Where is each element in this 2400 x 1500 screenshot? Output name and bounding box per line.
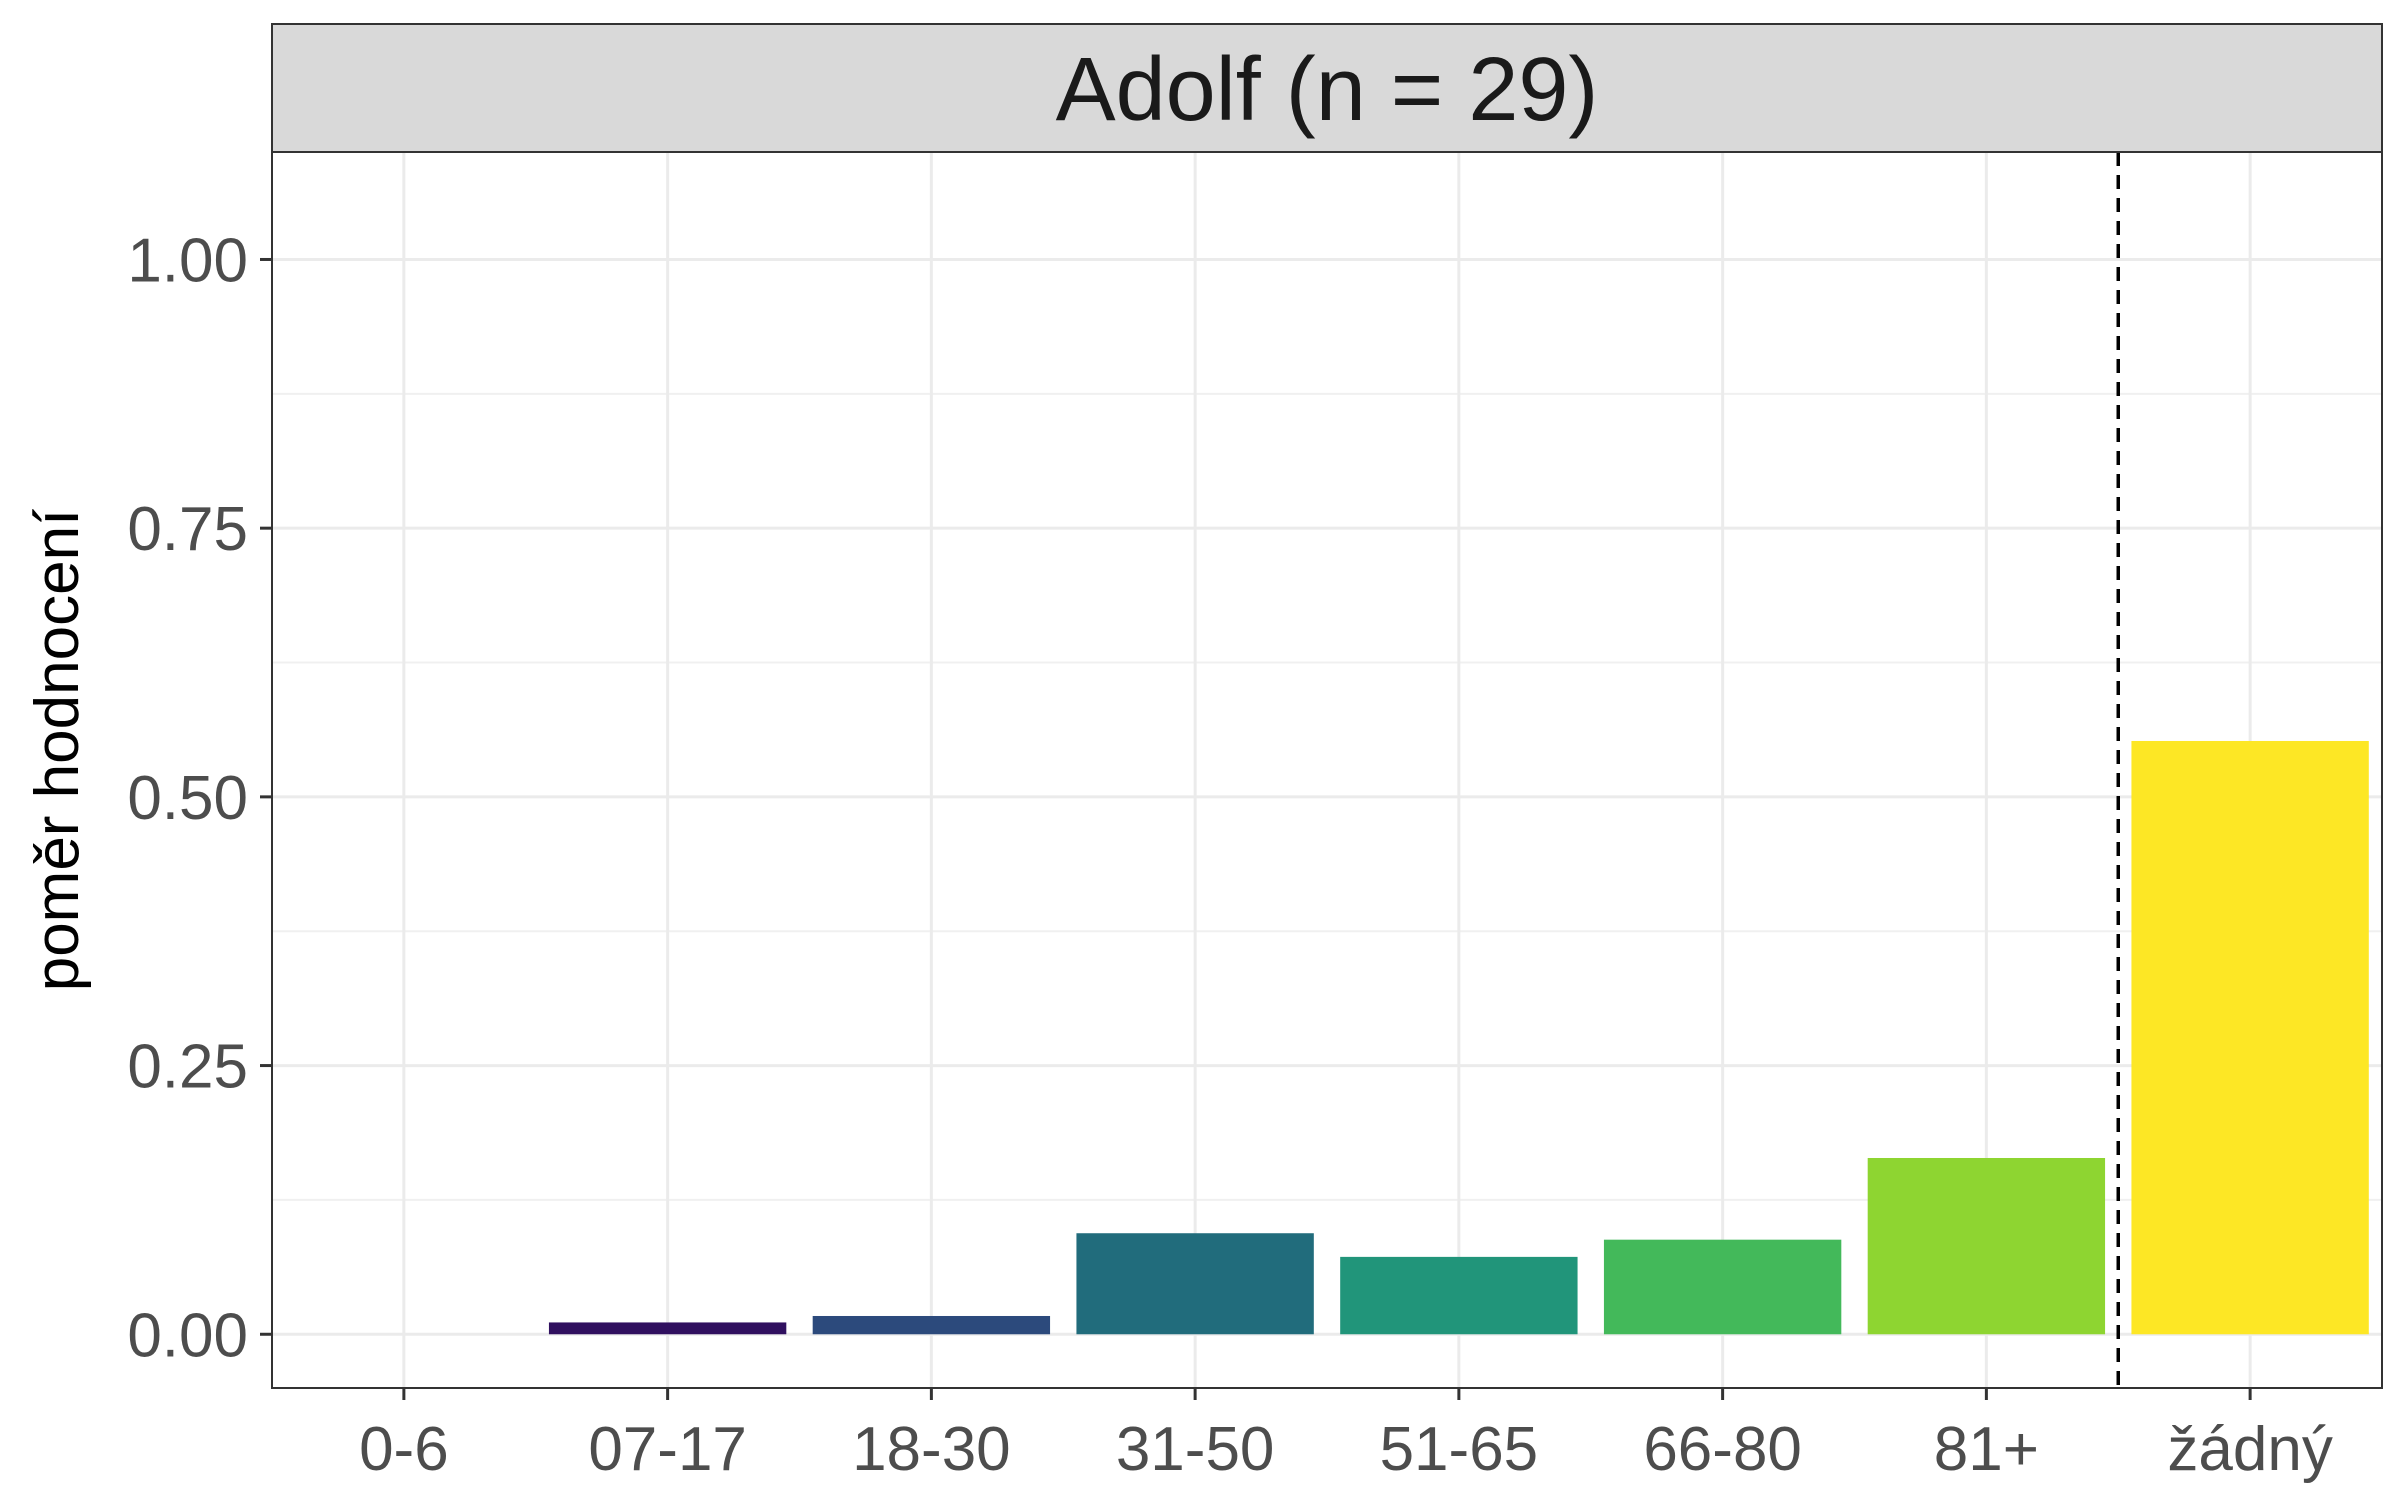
bar-81+ xyxy=(1867,1157,2106,1335)
facet-strip xyxy=(271,23,2383,153)
y-axis: 0.00 0.25 0.50 0.75 1.00 xyxy=(127,226,272,1370)
x-tick-label: žádný xyxy=(2167,1415,2332,1484)
y-tick-label: 1.00 xyxy=(127,226,248,295)
y-tick-label: 0.50 xyxy=(127,764,248,833)
bar-31-50 xyxy=(1076,1233,1314,1335)
bar-51-65 xyxy=(1340,1256,1578,1335)
x-tick-label: 31-50 xyxy=(1116,1415,1275,1484)
y-axis-title: poměr hodnocení xyxy=(23,509,92,992)
y-tick-label: 0.75 xyxy=(127,495,248,564)
bars xyxy=(548,740,2369,1335)
x-tick-label: 0-6 xyxy=(359,1415,449,1484)
x-axis: 0-6 07-17 18-30 31-50 51-65 66-80 81+ žádný xyxy=(359,1388,2333,1484)
bar-66-80 xyxy=(1603,1239,1842,1335)
y-tick-label: 0.25 xyxy=(127,1033,248,1102)
bar-07-17 xyxy=(548,1322,787,1335)
bar-18-30 xyxy=(812,1315,1051,1335)
grid-lines xyxy=(272,152,2382,1388)
x-tick-label: 51-65 xyxy=(1380,1415,1539,1484)
bar-žádný xyxy=(2131,740,2369,1335)
y-tick-label: 0.00 xyxy=(127,1301,248,1370)
x-tick-label: 81+ xyxy=(1934,1415,2039,1484)
x-tick-label: 66-80 xyxy=(1643,1415,1802,1484)
x-tick-label: 07-17 xyxy=(588,1415,747,1484)
facet-title: Adolf (n = 29) xyxy=(1056,40,1599,140)
x-tick-label: 18-30 xyxy=(852,1415,1011,1484)
